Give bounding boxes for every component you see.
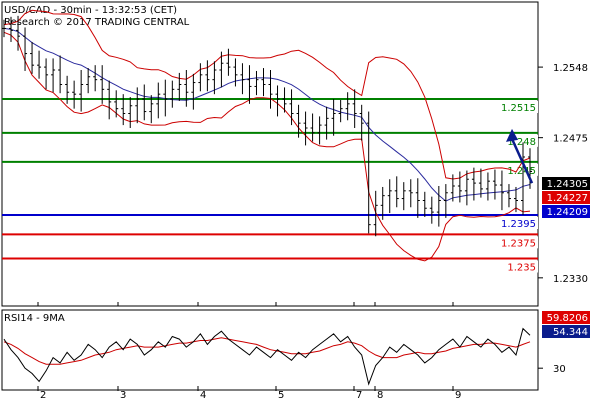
price-bars (2, 15, 532, 237)
moving-average-line (3, 27, 531, 202)
price-tag-label: 1.24305 (547, 179, 588, 190)
price-tag-bg (542, 191, 590, 204)
rsi-tags: 59.8206 54.344 (542, 311, 590, 338)
x-tick-label: 3 (120, 390, 126, 400)
x-tick-label: 7 (356, 390, 362, 400)
level-label-bg (504, 260, 538, 273)
level-label: 1.245 (507, 166, 536, 177)
level-label: 1.2515 (501, 103, 536, 114)
x-tick-label: 5 (278, 390, 284, 400)
level-label-bg (504, 236, 538, 249)
y-tick-label: 1.2475 (553, 134, 588, 145)
target-arrow-head (506, 128, 518, 142)
price-tag-bg (542, 205, 590, 218)
time-axis: 2 3 4 5 7 8 9 (37, 302, 461, 400)
rsi-tag-bg (542, 311, 590, 324)
rsi-lines (3, 327, 531, 386)
moving-average (3, 27, 531, 202)
rsi-tag-bg (542, 325, 590, 338)
rsi-line (3, 327, 531, 386)
rsi-ma-line (3, 337, 531, 365)
y-tick-label: 1.2548 (553, 63, 588, 74)
level-label: 1.2375 (501, 238, 536, 249)
price-tags: 1.24305 1.24227 1.24209 (542, 177, 590, 218)
x-tick-label: 9 (455, 390, 461, 400)
rsi-panel-title: RSI14 - 9MA (4, 313, 65, 324)
x-tick-label: 2 (40, 390, 46, 400)
rsi-tag-label: 59.8206 (547, 313, 588, 324)
level-label-bg (504, 101, 538, 113)
price-panel-frame (1, 1, 539, 307)
price-tag-bg (542, 177, 590, 190)
level-label: 1.2395 (501, 219, 536, 230)
key-levels: 1.2515 1.248 1.245 1.2395 1.2375 1.235 (2, 98, 538, 274)
bollinger-bands (3, 9, 531, 262)
price-axis: 1.2548 1.2475 1.2330 (538, 63, 588, 285)
rsi-y-tick-label: 30 (553, 364, 566, 375)
level-label-bg (504, 217, 538, 229)
bollinger-lower (3, 31, 531, 262)
rsi-axis: 30 (538, 364, 566, 375)
price-tag-label: 1.24209 (547, 207, 588, 218)
price-tag-label: 1.24227 (547, 193, 588, 204)
chart-title: USD/CAD - 30min - 13:32:53 (CET) (4, 5, 177, 16)
rsi-tag-label: 54.344 (553, 327, 588, 338)
target-arrow-shaft (510, 138, 534, 184)
x-tick-label: 8 (377, 390, 383, 400)
x-tick-label: 4 (200, 390, 206, 400)
y-tick-label: 1.2330 (553, 274, 588, 285)
bollinger-upper (3, 9, 531, 180)
level-label: 1.235 (507, 263, 536, 274)
chart-copyright: Research © 2017 TRADING CENTRAL (4, 17, 190, 28)
level-label: 1.248 (507, 137, 536, 148)
target-arrow (506, 128, 534, 184)
